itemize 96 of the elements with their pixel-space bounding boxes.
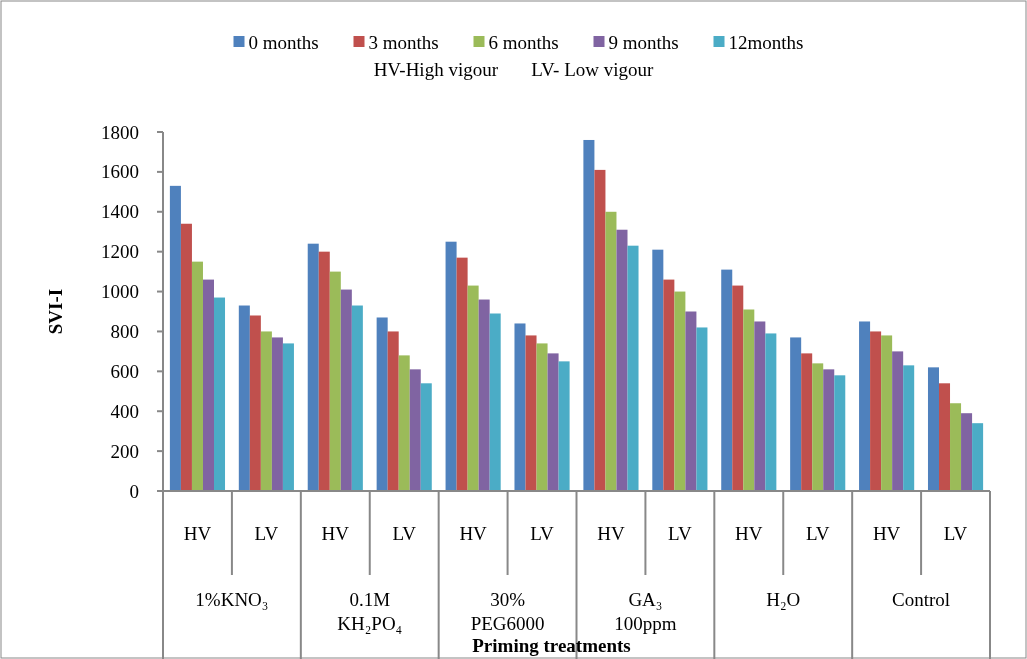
bar <box>271 337 283 491</box>
legend-label: 0 months <box>248 31 319 53</box>
x-tick-label: HV <box>321 522 350 544</box>
bar <box>420 383 432 491</box>
bar <box>754 321 766 491</box>
y-tick-label: 1000 <box>101 281 139 303</box>
bar <box>467 285 479 491</box>
bar <box>870 331 882 491</box>
bar <box>478 299 490 491</box>
bar <box>536 343 548 491</box>
bar <box>307 243 319 491</box>
x-tick-label: HV <box>872 522 901 544</box>
bar <box>961 413 973 491</box>
bar <box>801 353 813 491</box>
x-tick-label: HV <box>735 522 763 544</box>
bar <box>409 369 421 491</box>
bar <box>387 331 399 491</box>
bar <box>214 297 226 491</box>
text: GA₃ 100ppm <box>614 589 677 634</box>
bar <box>674 291 686 491</box>
chart-subtitle: HV-High vigour LV- Low vigour <box>373 59 655 80</box>
legend-label: 3 months <box>368 31 439 53</box>
bar <box>329 271 341 491</box>
bar <box>351 305 363 491</box>
text: 0.1M KH₂PO₄ <box>337 589 403 634</box>
bar <box>721 269 733 491</box>
bar <box>169 185 181 491</box>
bar <box>558 361 570 491</box>
bar <box>823 369 835 491</box>
bar <box>445 241 457 491</box>
bar <box>685 311 697 491</box>
x-tick-label: LV <box>805 522 830 544</box>
y-tick-label: 600 <box>110 360 139 382</box>
x-tick-label: LV <box>943 522 968 544</box>
x-tick-label: LV <box>254 522 279 544</box>
legend-label: 12months <box>728 31 804 53</box>
bar <box>547 353 559 491</box>
bar <box>191 261 203 491</box>
bar <box>583 139 595 491</box>
x-tick-label: LV <box>668 522 692 544</box>
bar <box>939 383 951 491</box>
bar <box>594 169 606 491</box>
bar <box>514 323 526 491</box>
legend-label: 9 months <box>608 31 679 53</box>
x-axis-title: Priming treatments <box>472 635 631 656</box>
bar <box>202 279 214 491</box>
bar <box>892 351 904 491</box>
y-tick-label: 1800 <box>101 121 139 143</box>
x-tick-label: LV <box>392 522 417 544</box>
legend-label: 6 months <box>488 31 559 53</box>
bar <box>743 309 755 491</box>
x-tick-label: HV <box>459 522 488 544</box>
y-tick-label: 1200 <box>101 241 139 263</box>
text: Control <box>892 589 951 610</box>
bar <box>238 305 250 491</box>
y-tick-label: 0 <box>129 480 139 502</box>
y-tick-label: 400 <box>110 400 139 422</box>
bar <box>663 279 675 491</box>
text: 1%KNO₃ <box>195 589 269 610</box>
bar <box>881 335 893 491</box>
bar <box>627 245 639 491</box>
bar <box>790 337 802 491</box>
bar <box>398 355 410 491</box>
bar <box>456 257 468 491</box>
y-tick-label: 1400 <box>101 201 139 223</box>
bar <box>616 229 628 491</box>
y-axis-title: SVI-I <box>45 288 66 335</box>
bar <box>180 223 192 491</box>
bar <box>605 211 617 491</box>
bar <box>812 363 824 491</box>
bar <box>950 403 962 491</box>
bar <box>903 365 915 491</box>
bar <box>696 327 708 491</box>
bar <box>834 375 846 491</box>
bar <box>249 315 261 491</box>
bar <box>972 423 984 491</box>
bar <box>652 249 664 491</box>
bar <box>732 285 744 491</box>
bar <box>859 321 871 491</box>
text: 30% PEG6000 <box>470 589 545 634</box>
bar <box>489 313 501 491</box>
bar <box>927 367 939 491</box>
bar <box>376 317 388 491</box>
x-tick-label: LV <box>530 522 555 544</box>
y-tick-label: 800 <box>110 320 139 342</box>
bar <box>765 333 777 491</box>
bar <box>282 343 294 491</box>
x-tick-label: HV <box>183 522 212 544</box>
bar <box>318 251 330 491</box>
text: H₂O <box>766 589 801 610</box>
bar <box>340 289 352 491</box>
bar <box>525 335 537 491</box>
x-tick-label: HV <box>597 522 625 544</box>
bar <box>260 331 272 491</box>
y-tick-label: 200 <box>110 440 139 462</box>
y-tick-label: 1600 <box>101 161 139 183</box>
